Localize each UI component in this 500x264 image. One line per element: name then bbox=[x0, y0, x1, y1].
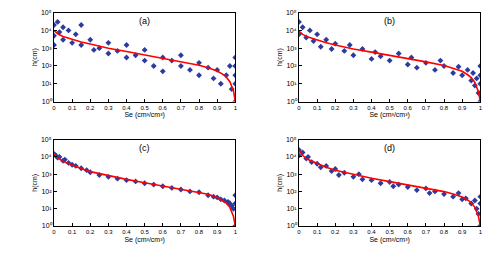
svg-text:10²: 10² bbox=[286, 62, 297, 69]
svg-text:1: 1 bbox=[479, 105, 483, 111]
svg-text:0.1: 0.1 bbox=[313, 105, 322, 111]
svg-text:0.9: 0.9 bbox=[458, 229, 467, 235]
svg-text:(b): (b) bbox=[384, 16, 395, 26]
svg-text:0.7: 0.7 bbox=[177, 105, 186, 111]
svg-text:0.3: 0.3 bbox=[104, 105, 113, 111]
svg-text:h(cm): h(cm) bbox=[276, 48, 284, 66]
svg-text:0.9: 0.9 bbox=[213, 105, 222, 111]
svg-text:0.8: 0.8 bbox=[195, 229, 204, 235]
svg-text:0: 0 bbox=[52, 229, 56, 235]
svg-text:10³: 10³ bbox=[286, 171, 297, 178]
svg-text:0.4: 0.4 bbox=[122, 229, 131, 235]
svg-text:Se (cm³/cm³): Se (cm³/cm³) bbox=[124, 111, 164, 119]
svg-text:h(cm): h(cm) bbox=[31, 48, 39, 66]
svg-text:0.7: 0.7 bbox=[422, 105, 431, 111]
svg-text:Se (cm³/cm³): Se (cm³/cm³) bbox=[369, 111, 409, 119]
svg-text:0.1: 0.1 bbox=[313, 229, 322, 235]
svg-text:10³: 10³ bbox=[41, 171, 52, 178]
svg-text:10⁵: 10⁵ bbox=[41, 9, 52, 16]
svg-text:0.6: 0.6 bbox=[159, 105, 168, 111]
svg-text:10¹: 10¹ bbox=[286, 205, 297, 212]
svg-text:10¹: 10¹ bbox=[41, 80, 52, 87]
svg-text:0.6: 0.6 bbox=[404, 105, 413, 111]
svg-text:0.8: 0.8 bbox=[440, 229, 449, 235]
svg-text:10³: 10³ bbox=[286, 45, 297, 52]
svg-text:10⁵: 10⁵ bbox=[286, 9, 297, 16]
svg-text:h(cm): h(cm) bbox=[276, 174, 284, 192]
svg-text:0.5: 0.5 bbox=[385, 229, 394, 235]
svg-text:10⁰: 10⁰ bbox=[42, 222, 53, 229]
svg-text:0.9: 0.9 bbox=[458, 105, 467, 111]
svg-text:10⁵: 10⁵ bbox=[41, 136, 52, 143]
svg-text:1: 1 bbox=[479, 229, 483, 235]
svg-text:10⁴: 10⁴ bbox=[286, 153, 297, 160]
svg-text:10²: 10² bbox=[41, 188, 52, 195]
svg-text:10⁰: 10⁰ bbox=[287, 222, 298, 229]
svg-text:0.2: 0.2 bbox=[331, 229, 340, 235]
svg-text:0.7: 0.7 bbox=[177, 229, 186, 235]
svg-text:0.1: 0.1 bbox=[68, 229, 77, 235]
svg-text:0.5: 0.5 bbox=[140, 105, 149, 111]
svg-text:0.6: 0.6 bbox=[159, 229, 168, 235]
svg-text:10⁰: 10⁰ bbox=[287, 98, 298, 105]
svg-text:0.7: 0.7 bbox=[422, 229, 431, 235]
svg-text:h(cm): h(cm) bbox=[31, 174, 39, 192]
svg-text:10⁴: 10⁴ bbox=[286, 27, 297, 34]
svg-text:0.8: 0.8 bbox=[440, 105, 449, 111]
svg-text:10²: 10² bbox=[41, 62, 52, 69]
svg-text:0.4: 0.4 bbox=[367, 105, 376, 111]
svg-text:0.4: 0.4 bbox=[367, 229, 376, 235]
svg-text:Se (cm³/cm³): Se (cm³/cm³) bbox=[369, 236, 409, 244]
svg-text:Se (cm³/cm³): Se (cm³/cm³) bbox=[124, 236, 164, 244]
svg-text:10¹: 10¹ bbox=[286, 80, 297, 87]
svg-text:0.6: 0.6 bbox=[404, 229, 413, 235]
svg-text:0.5: 0.5 bbox=[385, 105, 394, 111]
svg-text:10⁴: 10⁴ bbox=[41, 27, 52, 34]
svg-text:0.5: 0.5 bbox=[140, 229, 149, 235]
svg-text:10⁰: 10⁰ bbox=[42, 98, 53, 105]
svg-text:10⁴: 10⁴ bbox=[41, 153, 52, 160]
svg-text:0.8: 0.8 bbox=[195, 105, 204, 111]
svg-text:0: 0 bbox=[297, 105, 301, 111]
svg-text:10²: 10² bbox=[286, 188, 297, 195]
svg-text:0: 0 bbox=[52, 105, 56, 111]
svg-text:0.3: 0.3 bbox=[104, 229, 113, 235]
svg-text:(d): (d) bbox=[384, 143, 395, 153]
svg-text:1: 1 bbox=[234, 229, 238, 235]
svg-text:0.2: 0.2 bbox=[86, 105, 95, 111]
svg-text:10³: 10³ bbox=[41, 45, 52, 52]
svg-text:0: 0 bbox=[297, 229, 301, 235]
svg-text:0.9: 0.9 bbox=[213, 229, 222, 235]
svg-text:0.3: 0.3 bbox=[349, 229, 358, 235]
svg-text:0.3: 0.3 bbox=[349, 105, 358, 111]
svg-text:(a): (a) bbox=[139, 16, 150, 26]
svg-text:1: 1 bbox=[234, 105, 238, 111]
svg-text:0.1: 0.1 bbox=[68, 105, 77, 111]
svg-text:10¹: 10¹ bbox=[41, 205, 52, 212]
svg-text:10⁵: 10⁵ bbox=[286, 136, 297, 143]
svg-text:0.2: 0.2 bbox=[331, 105, 340, 111]
svg-text:0.4: 0.4 bbox=[122, 105, 131, 111]
svg-text:(c): (c) bbox=[139, 143, 150, 153]
svg-text:0.2: 0.2 bbox=[86, 229, 95, 235]
